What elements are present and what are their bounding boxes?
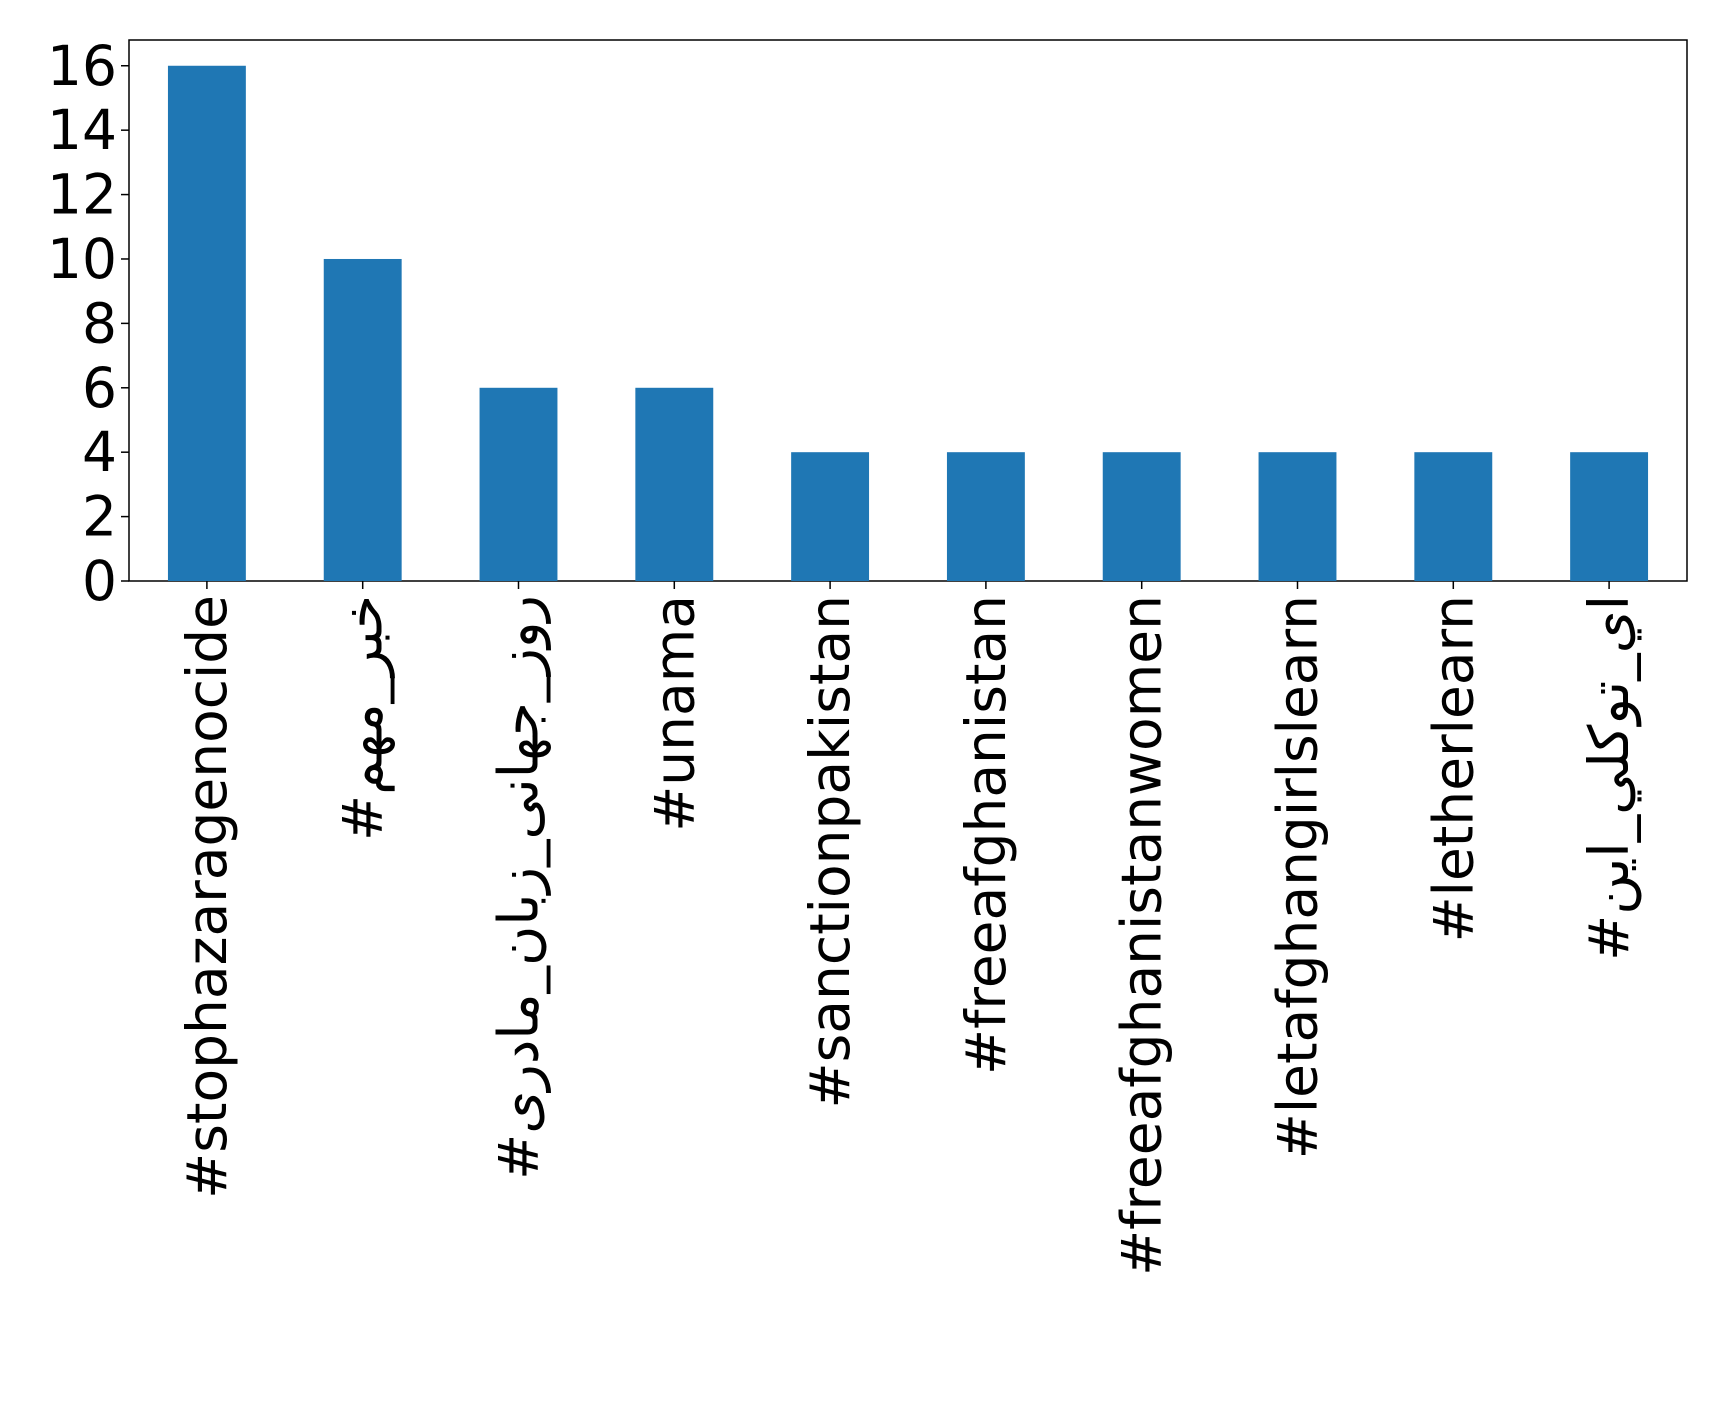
y-tick-label: 14 (47, 98, 117, 162)
bar (946, 452, 1025, 581)
bar (167, 65, 246, 581)
x-tick-label: #روز_جهانی_زبان_مادری (487, 595, 552, 1180)
x-tick-label: #unama (642, 595, 706, 832)
bar (1258, 452, 1337, 581)
y-tick-label: 6 (82, 356, 117, 420)
bar (1570, 452, 1649, 581)
x-tick-label: #stophazaragenocide (175, 595, 239, 1199)
bar (635, 387, 714, 581)
y-tick-label: 4 (82, 420, 117, 484)
x-tick-label: #خبر_مهم (331, 595, 396, 841)
bar (1102, 452, 1181, 581)
x-tick-label: #sanctionpakistan (798, 595, 862, 1108)
x-tick-label: #اي_توكلي_اين (1577, 595, 1642, 961)
y-tick-label: 10 (47, 227, 117, 291)
y-tick-label: 2 (82, 485, 117, 549)
y-tick-label: 16 (47, 34, 117, 98)
bar (323, 258, 402, 581)
x-tick-label: #letherlearn (1421, 595, 1485, 942)
y-tick-label: 0 (82, 549, 117, 613)
x-tick-label: #letafghangirlslearn (1266, 595, 1330, 1159)
x-tick-label: #freeafghanistanwomen (1110, 595, 1174, 1276)
y-tick-label: 12 (47, 163, 117, 227)
x-tick-label: #freeafghanistan (954, 595, 1018, 1075)
y-tick-label: 8 (82, 291, 117, 355)
bar (479, 387, 558, 581)
bar (1414, 452, 1493, 581)
plot-frame (128, 39, 1688, 582)
bar (791, 452, 870, 581)
